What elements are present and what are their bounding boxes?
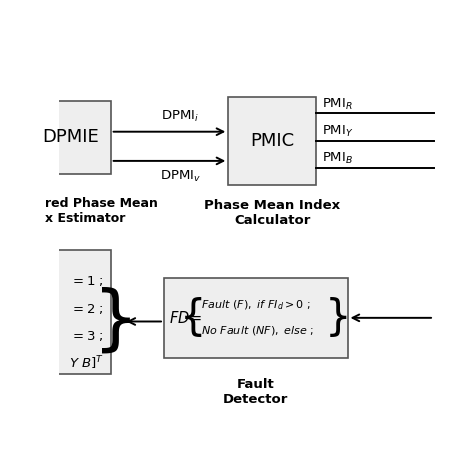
Text: $No\ Fault\ (NF),\ else\ ;$: $No\ Fault\ (NF),\ else\ ;$ <box>201 324 314 337</box>
Text: $Fault\ (F),\ if\ FI_d>0\ ;$: $Fault\ (F),\ if\ FI_d>0\ ;$ <box>201 298 310 312</box>
Text: PMI$_Y$: PMI$_Y$ <box>322 124 354 139</box>
FancyBboxPatch shape <box>30 100 110 173</box>
Text: $= 1\ ;$: $= 1\ ;$ <box>70 274 104 288</box>
FancyBboxPatch shape <box>164 278 347 358</box>
Text: }: } <box>325 297 352 339</box>
Text: red Phase Mean
x Estimator: red Phase Mean x Estimator <box>45 197 157 226</box>
FancyBboxPatch shape <box>30 250 110 374</box>
Text: $= 2\ ;$: $= 2\ ;$ <box>70 302 104 316</box>
Text: {: { <box>180 297 207 339</box>
Text: PMIC: PMIC <box>250 132 294 150</box>
Text: $Y\ B]^T$: $Y\ B]^T$ <box>69 355 104 372</box>
Text: DPMI$_i$: DPMI$_i$ <box>161 109 200 124</box>
Text: $= 3\ ;$: $= 3\ ;$ <box>70 329 104 343</box>
Text: Fault
Detector: Fault Detector <box>223 378 289 406</box>
Text: $FD\!=\!$: $FD\!=\!$ <box>169 310 202 326</box>
Text: PMI$_R$: PMI$_R$ <box>322 97 353 112</box>
FancyBboxPatch shape <box>228 97 316 185</box>
Text: PMI$_B$: PMI$_B$ <box>322 151 353 166</box>
Text: }: } <box>93 287 139 356</box>
Text: DPMI$_v$: DPMI$_v$ <box>160 169 201 184</box>
Text: Phase Mean Index
Calculator: Phase Mean Index Calculator <box>204 199 340 227</box>
Text: DPMIE: DPMIE <box>42 128 99 146</box>
